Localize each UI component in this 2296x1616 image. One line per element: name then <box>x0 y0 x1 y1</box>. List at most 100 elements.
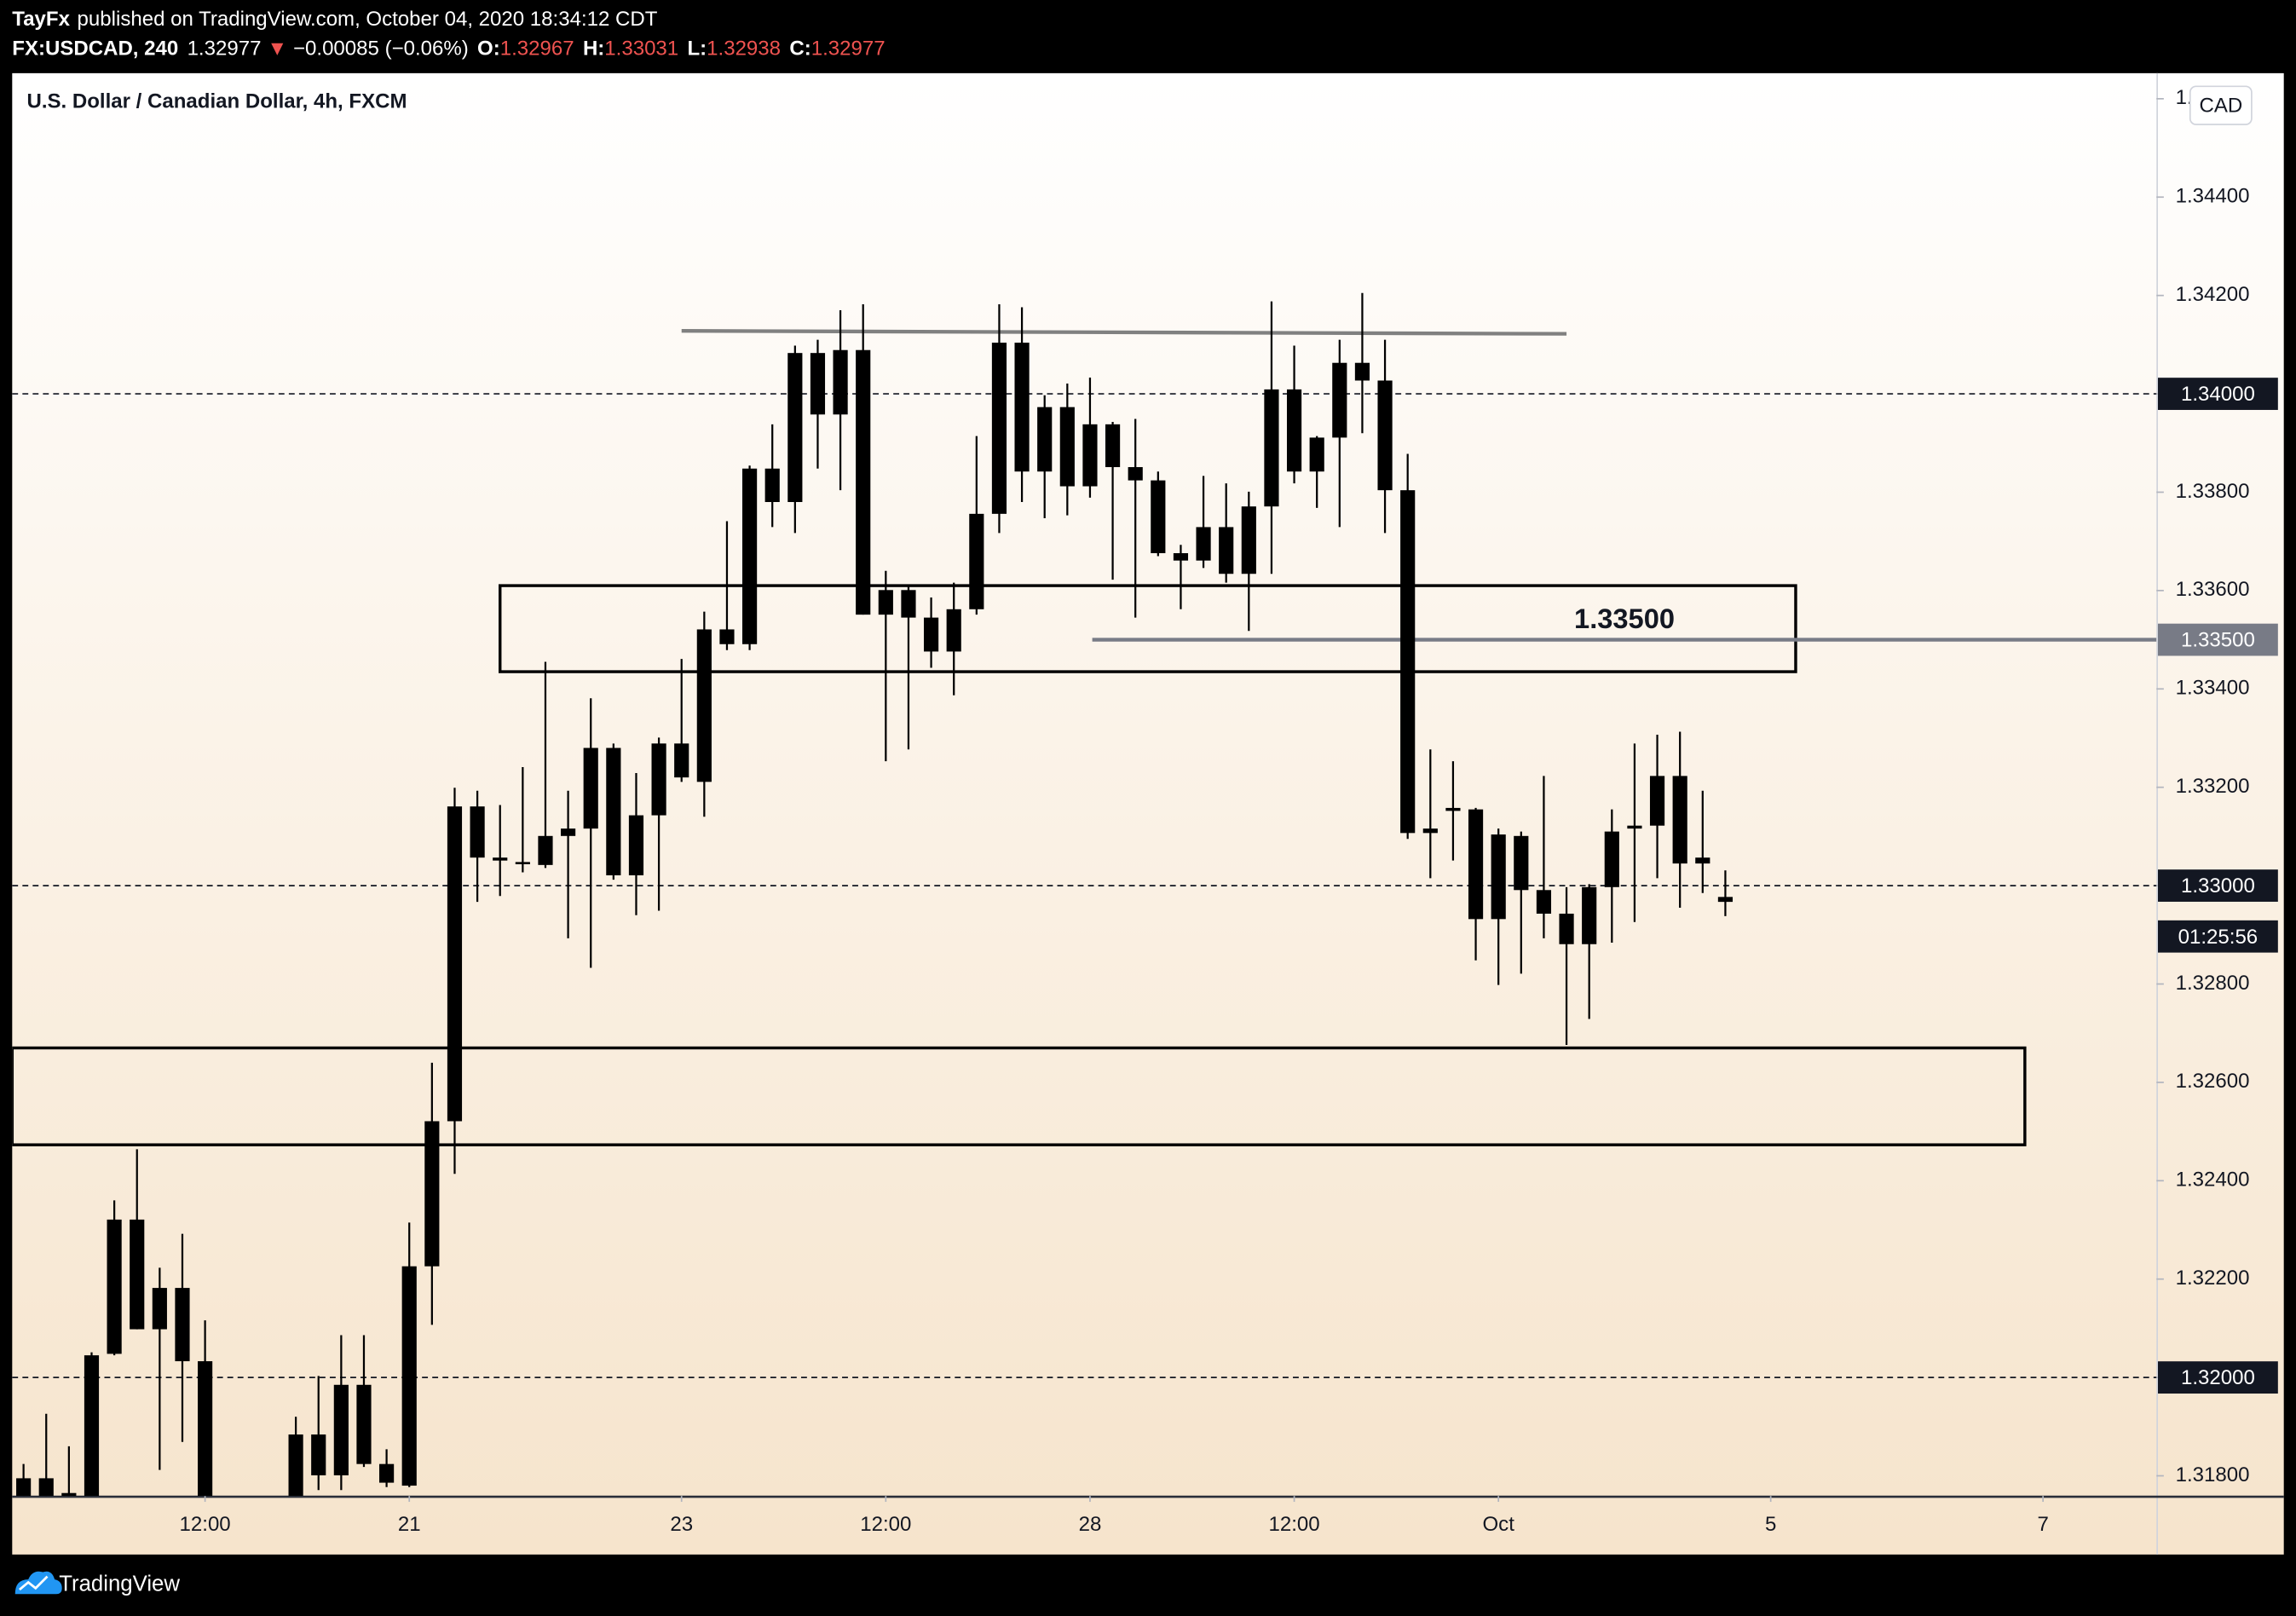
plot-area: 1.33500 <box>12 292 2157 1497</box>
candle-body <box>1468 809 1484 920</box>
candle-body <box>333 1384 349 1475</box>
candle-body <box>856 349 871 615</box>
published: published on TradingView.com, October 04… <box>78 8 658 31</box>
change-arrow: ▼ <box>267 38 287 61</box>
close-label: C: <box>789 38 811 61</box>
candle-body <box>764 468 780 503</box>
high-value: 1.33031 <box>604 38 678 61</box>
candle-body <box>1445 807 1461 811</box>
candle-body <box>1514 835 1529 891</box>
price-tag-label: 1.32000 <box>2181 1366 2255 1389</box>
y-tick-label: 1.32200 <box>2176 1267 2250 1290</box>
candle-body <box>1196 527 1211 561</box>
candle-body <box>583 747 598 829</box>
candle-body <box>1241 506 1256 574</box>
candle-body <box>1672 776 1687 864</box>
candle-body <box>1717 897 1734 903</box>
candle-body <box>1604 831 1619 887</box>
price-tag <box>2158 378 2278 410</box>
y-tick-label: 1.33400 <box>2176 677 2250 700</box>
candle-body <box>1400 490 1416 834</box>
candle-body <box>651 743 666 816</box>
logo-line <box>19 1575 49 1591</box>
symbol: FX:USDCAD, 240 <box>12 38 178 61</box>
candle-body <box>1264 389 1279 507</box>
footer-logo <box>14 1571 62 1595</box>
candle-body <box>1037 407 1053 472</box>
candle-body <box>16 1478 32 1497</box>
candle-body <box>1309 437 1324 472</box>
y-tick-label: 1.32600 <box>2176 1070 2250 1093</box>
candle-body <box>1014 343 1030 472</box>
candle-body <box>152 1288 167 1330</box>
candle-body <box>901 590 916 618</box>
candle-body <box>1695 857 1710 864</box>
price-tags: 1.34000 1.33000 1.32000 1.33500 01:25:56 <box>2158 378 2278 1394</box>
chart-title: U.S. Dollar / Canadian Dollar, 4h, FXCM <box>26 90 407 113</box>
candle-body <box>787 353 803 503</box>
candle-body <box>515 862 530 864</box>
candle-body <box>561 828 576 836</box>
y-tick-label: 1.34200 <box>2176 283 2250 306</box>
price-tag <box>2158 1361 2278 1394</box>
candle-body <box>1649 776 1665 826</box>
candle-body <box>674 743 689 778</box>
zone <box>12 1046 2027 1146</box>
candle-body <box>1377 380 1393 491</box>
candle-body <box>424 1121 440 1267</box>
y-tick-label: 1.33800 <box>2176 480 2250 503</box>
candle-body <box>1354 362 1370 381</box>
candle-body <box>84 1355 100 1497</box>
candle-body <box>1332 362 1347 438</box>
candle-body <box>696 629 712 782</box>
candle-body <box>1422 828 1438 834</box>
candle-body <box>742 468 758 644</box>
candle-body <box>1491 834 1506 920</box>
candle-body <box>1582 886 1597 944</box>
candle-body <box>1219 527 1234 574</box>
candle-body <box>401 1266 417 1486</box>
x-tick-label: 23 <box>670 1513 693 1536</box>
trendline <box>681 329 1567 336</box>
header-line-2: FX:USDCAD, 240 1.32977 ▼ −0.00085 (−0.06%) O… <box>12 38 885 61</box>
currency-button-box[interactable] <box>2189 85 2253 125</box>
candle-body <box>1627 825 1642 829</box>
y-tick-label: 1.33200 <box>2176 775 2250 798</box>
candle-body <box>470 806 485 858</box>
countdown-tag <box>2158 920 2278 953</box>
close-value: 1.32977 <box>811 38 886 61</box>
candle-body <box>628 815 644 875</box>
price-tag <box>2158 869 2278 902</box>
candle-body <box>493 857 508 861</box>
candle-body <box>447 806 463 1122</box>
low-label: L: <box>687 38 707 61</box>
x-tick-label: 12:00 <box>860 1513 911 1536</box>
y-tick-label: 1.31800 <box>2176 1463 2250 1486</box>
candle-body <box>946 609 961 652</box>
candle-body <box>1173 553 1189 561</box>
candle-body <box>356 1384 372 1464</box>
candle-body <box>1559 913 1574 944</box>
open-label: O: <box>477 38 500 61</box>
y-tick-label: 1.34400 <box>2176 185 2250 208</box>
candle-body <box>606 747 621 875</box>
price-tag-label: 1.33500 <box>2181 629 2255 652</box>
currency-button-label[interactable]: CAD <box>2199 95 2242 118</box>
candle-body <box>833 349 848 415</box>
chart-background <box>12 72 2284 1555</box>
zone <box>499 584 1797 673</box>
candle-body <box>198 1361 213 1497</box>
price-tag-label: 1.33000 <box>2181 874 2255 897</box>
logo-cloud <box>14 1571 62 1595</box>
header-line-1: TayFx published on TradingView.com, Octob… <box>12 8 657 31</box>
candle-body <box>311 1434 326 1475</box>
candle-body <box>1105 424 1121 468</box>
candle-body <box>379 1463 395 1483</box>
candle-body <box>61 1492 77 1497</box>
footer-brand: TradingView <box>59 1573 180 1596</box>
currency-button[interactable]: CAD <box>2189 85 2253 125</box>
candle-body <box>1151 480 1166 554</box>
x-tick-label: 12:00 <box>180 1513 231 1536</box>
candle-body <box>1536 890 1552 914</box>
